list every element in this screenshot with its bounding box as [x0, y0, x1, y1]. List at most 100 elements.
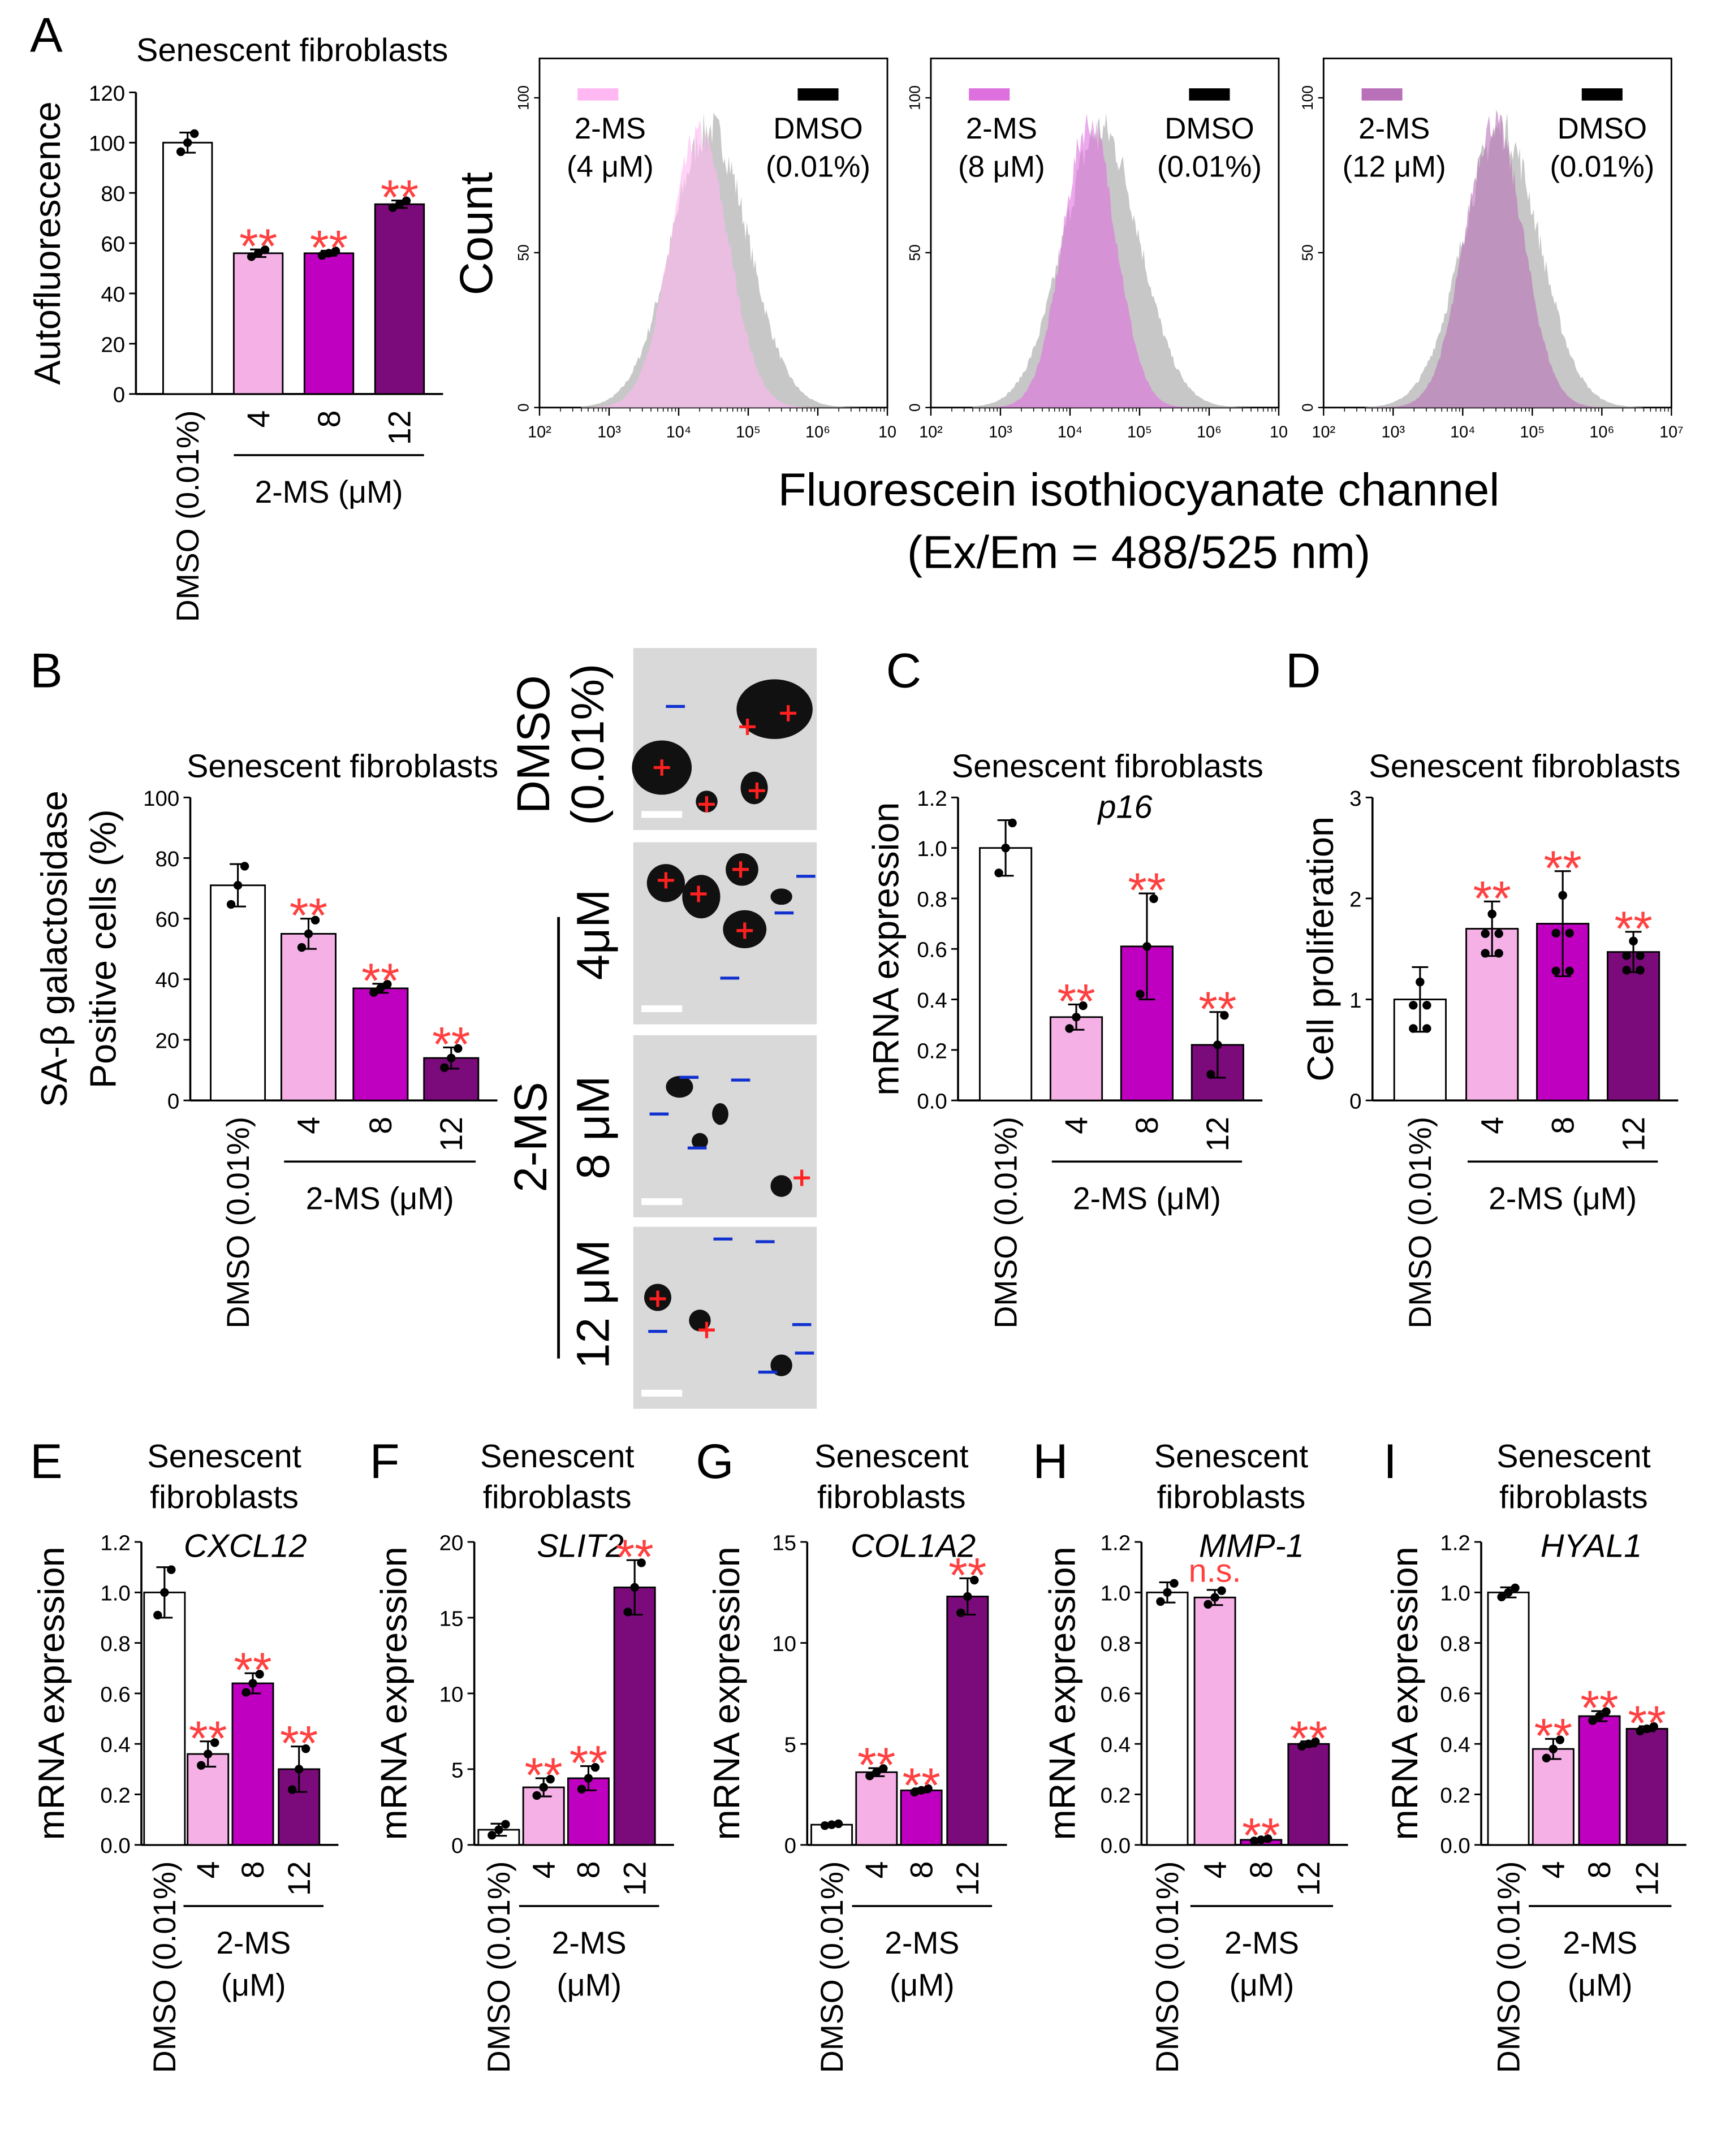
- y-tick-label: 0.8: [917, 887, 947, 911]
- significance-asterisks: **: [525, 1748, 563, 1803]
- data-point: [190, 129, 199, 138]
- histogram-y-label: Count: [451, 172, 502, 295]
- positive-cell-plus-marker: [780, 705, 797, 721]
- data-point: [1311, 1737, 1320, 1746]
- legend-label-treated-line2: (8 μM): [958, 150, 1045, 183]
- chart-title-line1: Senescent: [814, 1438, 968, 1475]
- x-category-label: DMSO (0.01%): [481, 1861, 516, 2073]
- y-tick-label: 40: [155, 968, 179, 992]
- panel-letter-e: E: [30, 1435, 63, 1489]
- y-tick-label: 0.2: [100, 1783, 130, 1808]
- x-category-label: 8: [571, 1861, 606, 1879]
- significance-asterisks: **: [239, 219, 277, 274]
- data-point: [1511, 1583, 1520, 1592]
- bar-chart-h: Senescent fibroblasts MMP-1 mRNA expression…: [1042, 1438, 1348, 2073]
- bar: [1487, 1591, 1530, 1846]
- micrograph-label-12um: 12 μM: [567, 1239, 619, 1369]
- data-point: [1217, 1586, 1226, 1595]
- x-category-label: DMSO (0.01%): [221, 1117, 256, 1329]
- data-point: [402, 196, 411, 205]
- y-tick-label: 80: [101, 182, 125, 206]
- positive-cell-plus-marker: [698, 796, 715, 813]
- y-tick-label: 80: [155, 847, 179, 871]
- data-point: [241, 1688, 251, 1697]
- y-tick-label: 100: [143, 787, 179, 811]
- positive-cell-plus-marker: [657, 872, 674, 889]
- bar: [1193, 1596, 1236, 1846]
- y-tick-label: 60: [101, 232, 125, 256]
- data-point: [253, 249, 263, 258]
- micrograph-background: [633, 1226, 817, 1409]
- bar: [143, 1591, 186, 1846]
- bar: [900, 1789, 943, 1846]
- data-point: [331, 247, 340, 256]
- data-point: [630, 1583, 639, 1592]
- significance-asterisks: **: [1543, 841, 1581, 896]
- data-point: [226, 900, 236, 909]
- data-point: [324, 249, 334, 258]
- data-point: [1504, 1588, 1513, 1597]
- data-point: [1001, 843, 1010, 853]
- panel-letter-f: F: [370, 1435, 400, 1489]
- data-point: [233, 881, 243, 890]
- y-axis-label: mRNA expression: [31, 1546, 72, 1840]
- y-tick-label: 0: [167, 1090, 179, 1114]
- legend-label-treated-line2: (12 μM): [1343, 150, 1446, 183]
- positive-cell-plus-marker: [732, 861, 749, 878]
- y-tick-label: 0.0: [100, 1834, 130, 1858]
- y-axis-label: mRNA expression: [1384, 1546, 1425, 1840]
- x-category-label: 8: [904, 1861, 939, 1879]
- chart-title: Senescent fibroblasts: [187, 748, 498, 784]
- data-point: [1595, 1712, 1604, 1721]
- stained-cell: [692, 1133, 708, 1150]
- histogram-panel-1: 0 50 100 10² 10³ 10⁴ 10⁵ 10⁶ 10 2-MS (4 μM) DMSO (0.…: [515, 57, 896, 442]
- data-point: [167, 1565, 176, 1574]
- significance-asterisks: **: [902, 1758, 940, 1813]
- x-tick-label: 10⁵: [1520, 424, 1545, 442]
- micrograph-image-2: [633, 842, 817, 1025]
- y-tick-label: 1.0: [100, 1582, 130, 1606]
- scale-bar: [641, 1198, 683, 1206]
- data-point: [879, 1764, 888, 1773]
- data-point: [1136, 990, 1145, 999]
- y-tick-label: 100: [1299, 85, 1316, 110]
- x-category-label: 4: [291, 1117, 326, 1134]
- micrograph-panel: DMSO (0.01%) 2-MS 4μM 8 μM 12 μM: [505, 648, 817, 1409]
- bar: [374, 203, 425, 395]
- gene-name: SLIT2: [537, 1528, 624, 1564]
- y-tick-label: 50: [1299, 244, 1316, 261]
- data-point: [395, 200, 404, 209]
- y-tick-label: 0: [907, 403, 924, 412]
- data-point: [447, 1053, 456, 1062]
- significance-asterisks: **: [1289, 1712, 1327, 1766]
- y-tick-label: 0.4: [100, 1733, 130, 1757]
- data-point: [376, 984, 385, 993]
- y-tick-label: 0: [784, 1834, 796, 1858]
- data-point: [539, 1783, 548, 1792]
- histogram-treated: [972, 113, 1251, 408]
- positive-cell-plus-marker: [793, 1169, 810, 1186]
- bar-chart-e: Senescent fibroblasts CXCL12 mRNA expressio…: [31, 1438, 339, 2073]
- micrograph-background: [633, 648, 817, 831]
- y-tick-label: 50: [907, 244, 924, 261]
- x-tick-label: 10²: [1312, 424, 1335, 442]
- x-category-label: 4: [859, 1861, 894, 1879]
- data-point: [260, 245, 270, 254]
- data-point: [865, 1771, 874, 1781]
- data-point: [1409, 1024, 1418, 1033]
- y-tick-label: 0.6: [1440, 1682, 1470, 1706]
- data-point: [1629, 936, 1638, 946]
- stained-cell: [736, 679, 813, 740]
- data-point: [590, 1762, 600, 1772]
- data-point: [255, 1670, 264, 1679]
- y-tick-label: 100: [907, 85, 924, 110]
- positive-cell-plus-marker: [736, 922, 753, 939]
- y-tick-label: 0: [1349, 1090, 1361, 1114]
- y-tick-label: 0.0: [917, 1090, 947, 1114]
- data-point: [153, 1610, 162, 1620]
- x-category-label: 12: [434, 1117, 469, 1151]
- data-point: [994, 869, 1003, 878]
- y-tick-label: 0: [451, 1834, 463, 1858]
